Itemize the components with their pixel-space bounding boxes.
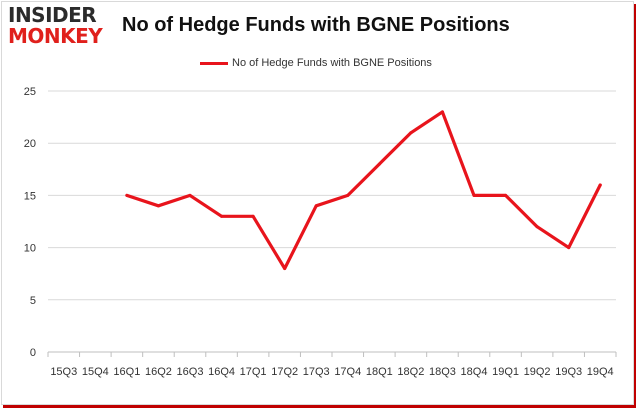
data-point [472,193,476,197]
data-point [346,193,350,197]
data-point [314,204,318,208]
logo-line-1: INSIDER [8,3,97,27]
data-point [598,183,602,187]
data-point [283,266,287,270]
x-tick-label: 19Q2 [524,366,551,378]
x-tick-label: 18Q1 [366,366,393,378]
legend-label: No of Hedge Funds with BGNE Positions [232,57,432,69]
x-tick-label: 16Q3 [177,366,204,378]
data-point [220,214,224,218]
x-tick-label: 18Q3 [429,366,456,378]
data-point [251,214,255,218]
data-point [156,204,160,208]
data-point [409,131,413,135]
data-point [567,246,571,250]
insider-monkey-logo: INSIDER MONKEY [8,3,103,48]
x-tick-label: 18Q4 [461,366,488,378]
x-tick-label: 16Q4 [208,366,235,378]
chart-legend: No of Hedge Funds with BGNE Positions [200,57,432,69]
x-tick-label: 19Q4 [587,366,614,378]
legend-swatch [200,61,228,65]
x-tick-label: 17Q3 [303,366,330,378]
data-point [535,225,539,229]
data-point [440,110,444,114]
x-tick-label: 19Q3 [555,366,582,378]
y-tick-label: 5 [30,295,36,307]
x-tick-label: 16Q2 [145,366,172,378]
x-tick-label: 19Q1 [492,366,519,378]
x-tick-label: 15Q3 [50,366,77,378]
x-tick-label: 17Q1 [240,366,267,378]
data-point [188,193,192,197]
y-tick-label: 25 [24,86,36,98]
x-tick-label: 15Q4 [82,366,109,378]
data-point [377,162,381,166]
y-tick-label: 0 [30,347,36,359]
y-tick-label: 15 [24,190,36,202]
logo-line-2: MONKEY [8,24,103,48]
y-tick-label: 20 [24,138,36,150]
x-tick-label: 18Q2 [397,366,424,378]
series-line-0 [125,110,602,271]
data-point [125,193,129,197]
y-tick-label: 10 [24,243,36,255]
x-tick-label: 17Q4 [334,366,361,378]
x-tick-label: 16Q1 [113,366,140,378]
x-tick-label: 17Q2 [271,366,298,378]
chart-title: No of Hedge Funds with BGNE Positions [122,14,510,36]
data-point [504,193,508,197]
